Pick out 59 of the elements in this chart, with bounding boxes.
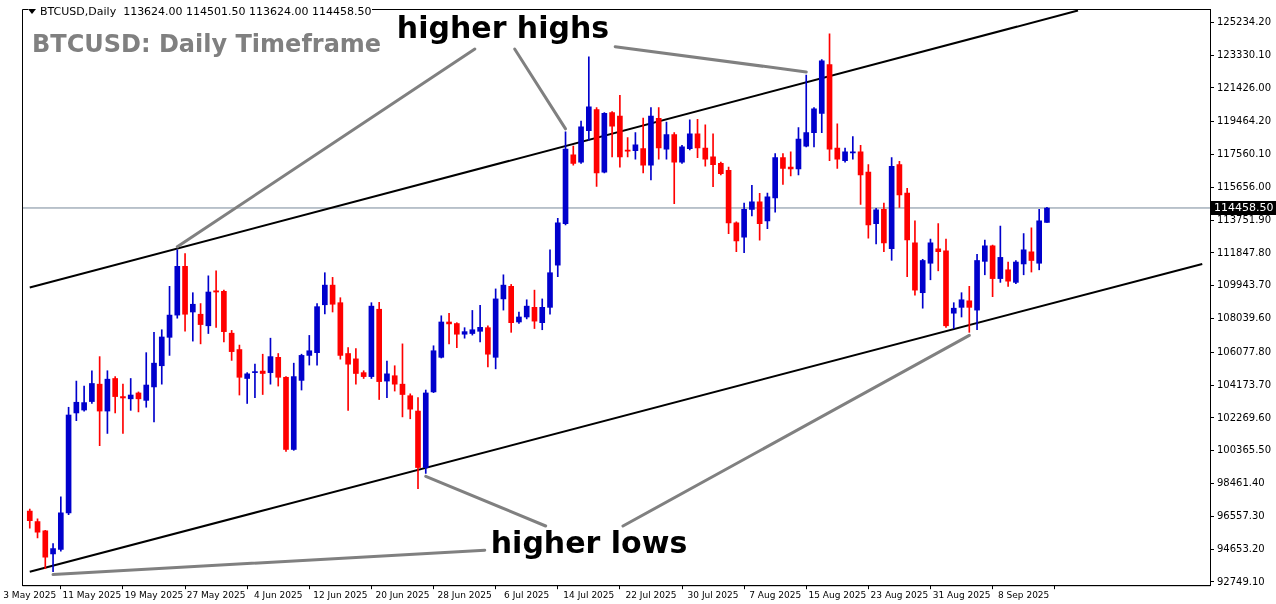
x-tick-label: 12 Jun 2025 [313, 589, 368, 600]
y-tick-label: 108039.60 [1217, 312, 1272, 324]
candlestick [306, 335, 313, 366]
x-tick-label: 15 Aug 2025 [808, 589, 867, 600]
y-tick-label: 117560.10 [1217, 148, 1272, 160]
y-tick-label: 94653.20 [1217, 542, 1265, 554]
candlestick [849, 136, 856, 160]
y-tick-label: 98461.40 [1217, 477, 1265, 489]
x-tick-label: 11 May 2025 [62, 589, 122, 600]
y-tick-label: 121426.00 [1217, 81, 1272, 93]
candlestick [834, 123, 841, 169]
y-tick-label: 123330.10 [1217, 48, 1272, 60]
candlestick [252, 363, 258, 398]
x-tick-label: 30 Jul 2025 [687, 589, 739, 600]
candlestick [120, 383, 126, 434]
candlestick [966, 286, 973, 333]
annotation: BTCUSD,Daily 113624.00 114501.50 113624.00 114458.50 [40, 5, 372, 18]
annotation: higher highs [396, 9, 610, 45]
candlestick [259, 353, 266, 395]
ref-line-label: 114458.50 [1214, 200, 1274, 214]
x-tick-label: 27 May 2025 [186, 589, 246, 600]
x-tick-label: 22 Jul 2025 [625, 589, 677, 600]
candlestick [127, 378, 134, 411]
candlestick [710, 133, 716, 188]
y-tick-label: 102269.60 [1217, 411, 1272, 423]
candlestick [213, 270, 219, 328]
x-tick-label: 19 May 2025 [124, 589, 184, 600]
y-tick-label: 115656.00 [1217, 180, 1272, 192]
y-tick-label: 92749.10 [1217, 575, 1265, 587]
x-tick-label: 7 Aug 2025 [749, 589, 802, 600]
annotation: higher lows [490, 524, 688, 560]
x-tick-label: 23 Aug 2025 [870, 589, 929, 600]
x-tick-label: 20 Jun 2025 [375, 589, 430, 600]
y-tick-label: 106077.80 [1217, 345, 1272, 357]
candlestick [803, 74, 810, 148]
y-tick-label: 109943.70 [1217, 279, 1272, 291]
x-tick-label: 8 Sep 2025 [997, 589, 1050, 600]
y-tick-label: 96557.30 [1217, 509, 1265, 521]
x-tick-label: 6 Jul 2025 [504, 589, 550, 600]
y-tick-label: 125234.20 [1217, 15, 1272, 27]
y-tick-label: 119464.20 [1217, 115, 1272, 127]
candlestick [384, 360, 390, 398]
candlestick [477, 305, 483, 343]
candlestick [189, 292, 196, 342]
candlestick [244, 372, 251, 404]
x-tick-label: 3 May 2025 [3, 589, 57, 600]
x-tick-label: 4 Jun 2025 [254, 589, 303, 600]
y-tick-label: 100365.50 [1217, 444, 1272, 456]
candlestick [950, 302, 957, 329]
y-tick-label: 104173.70 [1217, 378, 1272, 390]
y-tick-label: 111847.80 [1217, 246, 1272, 258]
y-tick-label: 113751.90 [1217, 213, 1272, 225]
x-tick-label: 14 Jul 2025 [563, 589, 615, 600]
candlestick [935, 223, 942, 272]
text: BTCUSD: Daily Timeframe [32, 30, 382, 59]
candlestick [345, 347, 351, 411]
x-tick-label: 28 Jun 2025 [437, 589, 492, 600]
x-tick-label: 31 Aug 2025 [932, 589, 991, 600]
candlestick [50, 543, 56, 572]
